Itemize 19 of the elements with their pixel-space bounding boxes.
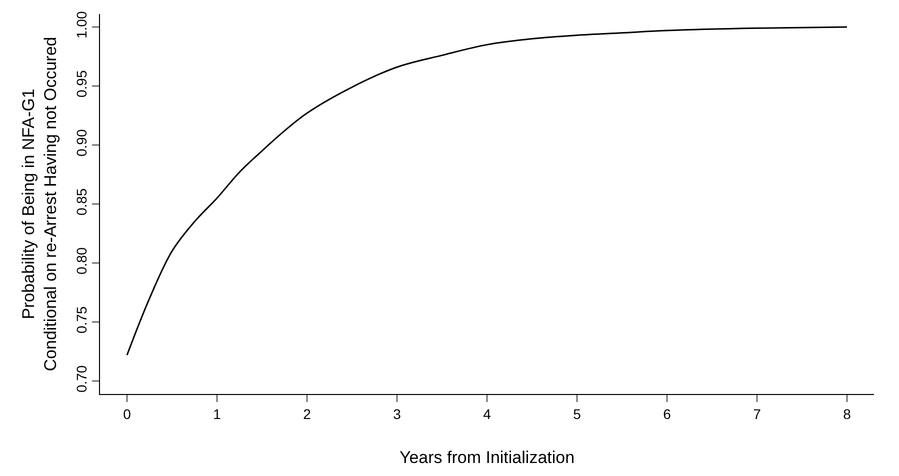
y-tick-label: 0.75 (73, 306, 90, 334)
x-tick-label: 7 (753, 406, 762, 422)
x-axis-title: Years from Initialization (399, 448, 575, 468)
x-tick-label: 3 (393, 406, 402, 422)
y-tick-label: 0.95 (73, 70, 90, 98)
x-tick-label: 6 (663, 406, 672, 422)
x-tick-label: 1 (213, 406, 222, 422)
y-tick-label: 0.80 (73, 247, 90, 275)
x-tick-label: 5 (573, 406, 582, 422)
y-tick-label: 0.70 (73, 365, 90, 393)
line-series (126, 26, 848, 356)
x-tick-label: 0 (123, 406, 132, 422)
x-tick-label: 4 (483, 406, 492, 422)
y-tick-label: 1.00 (73, 11, 90, 39)
y-axis-title: Probability of Being in NFA-G1 Conditional on re-Arrest Having not Occured (18, 36, 60, 372)
y-tick-label: 0.90 (73, 129, 90, 157)
x-tick-label: 2 (303, 406, 312, 422)
y-tick-label: 0.85 (73, 188, 90, 216)
x-tick-label: 8 (843, 406, 852, 422)
